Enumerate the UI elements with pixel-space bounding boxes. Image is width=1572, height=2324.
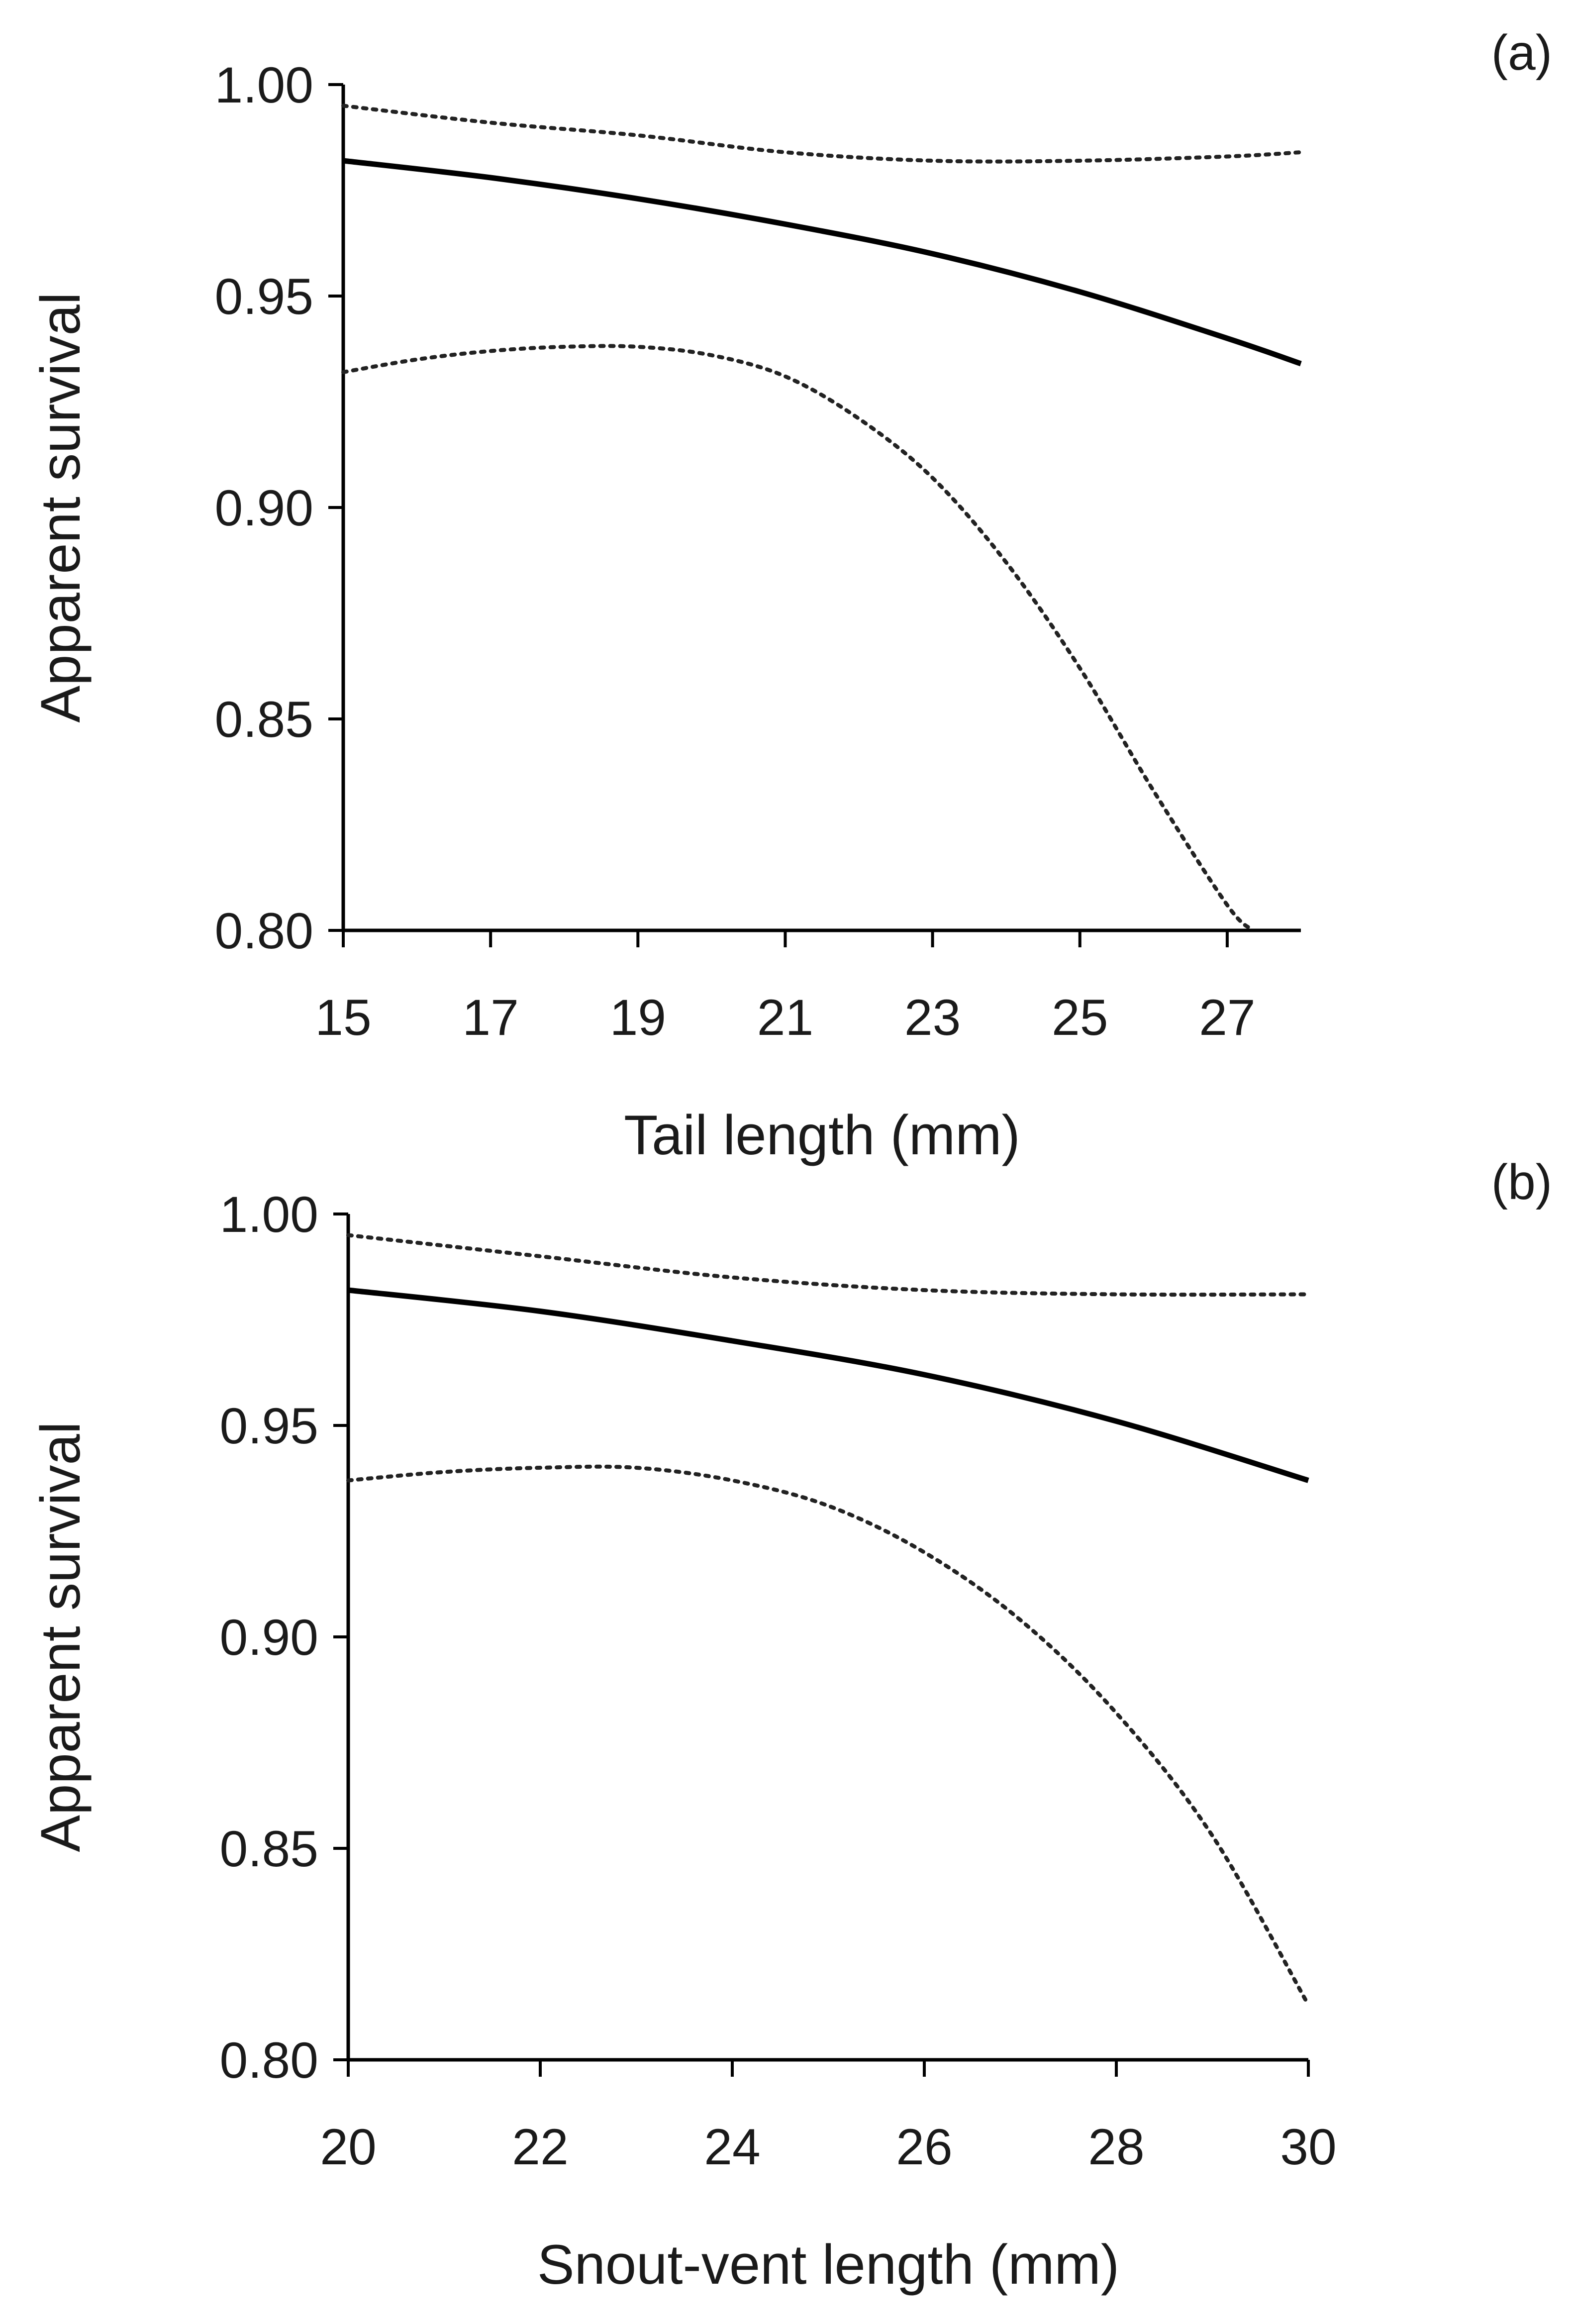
upper-ci-line [346,1233,1310,1297]
x-tick-label: 24 [704,2119,760,2175]
y-tick-label: 0.95 [219,1398,318,1454]
survival-estimate-line [348,1287,1309,1483]
y-tick-label: 0.95 [214,268,313,325]
x-tick-label: 23 [904,989,961,1046]
x-axis-title: Snout-vent length (mm) [537,2233,1119,2296]
y-axis-title: Apparent survival [29,1421,92,1852]
lower-ci-line [341,344,1255,932]
x-tick-label: 20 [320,2119,376,2175]
x-tick-label: 28 [1088,2119,1144,2175]
panel-label: (a) [1491,25,1552,81]
lower-ci-line [346,1464,1310,2007]
y-tick-label: 1.00 [219,1186,318,1243]
y-tick-label: 0.80 [219,2032,318,2089]
upper-ci-line [341,103,1303,164]
y-tick-label: 0.85 [219,1820,318,1877]
y-tick-label: 0.85 [214,691,313,748]
x-axis-title: Tail length (mm) [624,1104,1020,1166]
x-tick-label: 21 [757,989,813,1046]
x-tick-label: 25 [1052,989,1108,1046]
y-tick-label: 0.90 [219,1609,318,1666]
x-tick-label: 19 [610,989,666,1046]
y-tick-label: 1.00 [214,57,313,113]
x-tick-label: 26 [896,2119,952,2175]
x-tick-label: 27 [1199,989,1255,1046]
x-tick-label: 30 [1280,2119,1336,2175]
x-tick-label: 17 [462,989,518,1046]
chart-panel-b: 0.80 0.85 0.90 0.95 1.00 20 22 24 26 28 30 Snout-ve… [29,1154,1552,2296]
chart-panel-a: 0.80 0.85 0.90 0.95 1.00 15 17 19 21 23 25 27 Tail l… [29,25,1552,1166]
y-tick-label: 0.80 [214,903,313,959]
x-tick-label: 22 [512,2119,568,2175]
panel-label: (b) [1491,1154,1552,1210]
y-tick-label: 0.90 [214,480,313,536]
survival-estimate-line [343,158,1302,367]
x-tick-label: 15 [315,989,371,1046]
y-axis-title: Apparent survival [29,292,92,722]
